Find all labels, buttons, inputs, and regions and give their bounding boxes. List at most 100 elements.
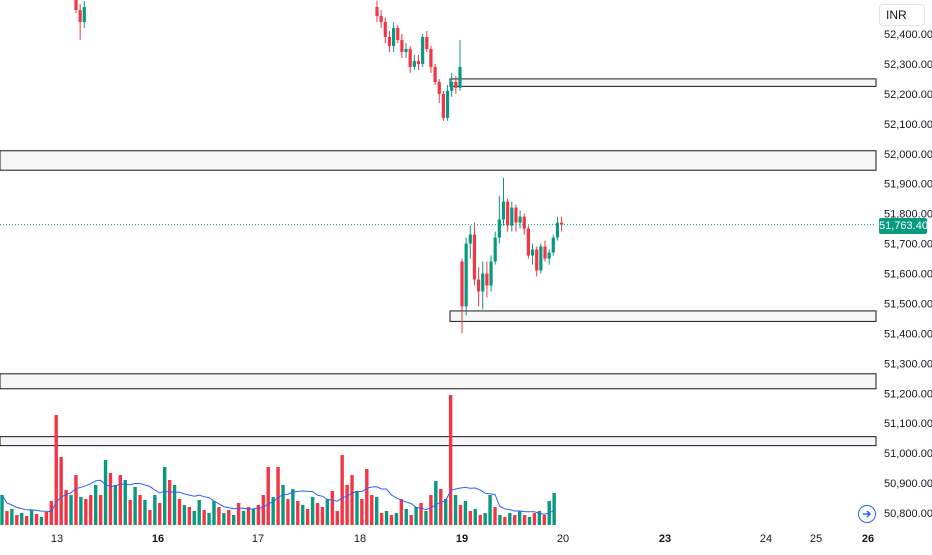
volume-bar [444, 499, 448, 525]
candle-body [375, 7, 379, 17]
zone-0[interactable] [449, 78, 877, 87]
candle-body [510, 207, 514, 226]
volume-bar [330, 491, 335, 525]
zone-4[interactable] [0, 436, 877, 447]
x-tick-label: 20 [557, 533, 569, 545]
volume-bar [419, 503, 423, 525]
volume-bar [340, 455, 344, 525]
candle-body [408, 48, 412, 67]
candle-body [74, 0, 78, 11]
volume-bar [217, 507, 221, 525]
volume-bar [266, 467, 270, 525]
candle-body [468, 234, 472, 244]
volume-bar [424, 511, 428, 525]
x-tick-label: 19 [456, 533, 468, 545]
volume-bar [256, 505, 261, 525]
volume-bar [394, 513, 399, 525]
volume-bar [158, 503, 162, 525]
x-tick-label: 23 [659, 533, 671, 545]
volume-bar [399, 499, 404, 525]
volume-bar [404, 509, 408, 525]
zone-2[interactable] [449, 310, 877, 322]
volume-bar [172, 485, 177, 525]
candle-body [433, 66, 437, 82]
candle-body [539, 246, 543, 271]
volume-bar [108, 473, 113, 525]
volume-bar [187, 507, 192, 525]
candle-body [396, 28, 400, 40]
candle-body [416, 60, 421, 64]
candle-body [547, 252, 551, 259]
volume-bar [522, 515, 527, 525]
volume-bar [138, 495, 142, 525]
volume-bar [59, 457, 63, 525]
candle-body [485, 273, 489, 286]
volume-bar [325, 499, 330, 525]
volume-bar [370, 495, 374, 525]
volume-bar [468, 511, 473, 525]
volume-bar [365, 469, 369, 525]
volume-bar [39, 517, 44, 525]
x-tick-label: 26 [862, 533, 874, 545]
candle-body [429, 48, 433, 67]
volume-bar [148, 510, 152, 525]
volume-bar [118, 475, 123, 525]
y-tick-label: 52,200.00 [884, 89, 932, 101]
volume-bar [271, 497, 275, 525]
volume-bar [236, 503, 241, 525]
candle-body [481, 273, 485, 292]
volume-bar [384, 511, 389, 525]
volume-bar [69, 495, 73, 525]
go-to-realtime-icon[interactable] [858, 505, 876, 523]
currency-selector[interactable]: INR [879, 4, 925, 26]
candle-body [551, 237, 555, 253]
volume-bar [542, 515, 546, 525]
volume-bar [24, 516, 29, 525]
volume-bar [167, 480, 172, 525]
volume-bar [458, 505, 463, 525]
volume-bar [286, 499, 290, 525]
y-tick-label: 52,400.00 [884, 29, 932, 41]
volume-bar [414, 507, 418, 525]
volume-bar [527, 517, 532, 525]
volume-bar [113, 485, 118, 525]
candle-body [464, 243, 468, 307]
candle-body [522, 216, 526, 229]
volume-bar [379, 513, 384, 525]
volume-bar [212, 501, 216, 525]
candle-body [400, 39, 404, 52]
x-tick-label: 18 [354, 533, 366, 545]
candle-body [460, 261, 464, 307]
y-tick-label: 51,800.00 [884, 209, 932, 221]
volume-bar [463, 501, 468, 525]
y-tick-label: 52,300.00 [884, 59, 932, 71]
volume-bar [439, 489, 443, 525]
candle-body [450, 81, 454, 91]
zone-3[interactable] [0, 373, 877, 390]
candle-body [412, 60, 416, 67]
volume-bar [153, 495, 157, 525]
volume-bar [84, 499, 88, 525]
volume-bar [276, 467, 280, 525]
candle-body [392, 28, 396, 46]
volume-bar [246, 507, 251, 525]
y-tick-label: 52,100.00 [884, 119, 932, 131]
volume-bar [296, 501, 300, 525]
y-tick-label: 50,900.00 [884, 478, 932, 490]
volume-bar [350, 475, 354, 525]
volume-bar [128, 500, 132, 525]
y-tick-label: 51,700.00 [884, 239, 932, 251]
zone-1[interactable] [0, 150, 877, 171]
volume-bar [232, 515, 236, 525]
volume-bar [488, 495, 492, 525]
candle-body [501, 201, 506, 220]
candle-body [421, 36, 425, 64]
last-price-label: 51,763.40 [879, 218, 928, 234]
volume-bar [291, 489, 295, 525]
volume-bar [434, 481, 438, 525]
candle-body [379, 16, 383, 23]
y-tick-label: 51,100.00 [884, 418, 932, 430]
volume-bar [261, 495, 265, 525]
